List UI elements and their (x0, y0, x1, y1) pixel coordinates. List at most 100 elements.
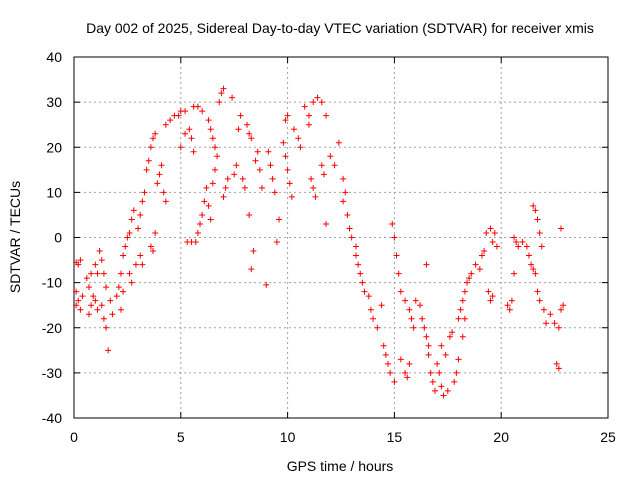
data-point (73, 302, 80, 309)
data-point (75, 261, 82, 268)
data-point (282, 117, 289, 124)
data-point (256, 166, 263, 173)
data-point (162, 121, 169, 128)
data-point (88, 302, 95, 309)
data-point (186, 126, 193, 133)
data-point (344, 211, 351, 218)
data-point (244, 121, 251, 128)
data-point (105, 347, 112, 354)
data-point (143, 166, 150, 173)
data-point (85, 284, 92, 291)
data-point (384, 360, 391, 367)
data-point (147, 243, 154, 250)
data-point (203, 184, 210, 191)
data-point (365, 293, 372, 300)
data-point (141, 189, 148, 196)
data-point (182, 108, 189, 115)
y-axis-label: SDTVAR / TECUs (7, 181, 23, 293)
data-point (147, 144, 154, 151)
data-point (472, 261, 479, 268)
data-point (117, 306, 124, 313)
data-point (158, 162, 165, 169)
y-tick-label: 0 (54, 230, 62, 246)
data-point (404, 374, 411, 381)
data-point (150, 248, 157, 255)
data-point (295, 135, 302, 142)
data-point (199, 108, 206, 115)
data-point (132, 261, 139, 268)
data-point (130, 207, 137, 214)
data-point (461, 315, 468, 322)
data-point (446, 333, 453, 340)
data-point (190, 148, 197, 155)
data-point (558, 225, 565, 232)
data-point (139, 198, 146, 205)
data-point (515, 243, 522, 250)
data-point (331, 162, 338, 169)
data-point (237, 112, 244, 119)
x-tick-label: 0 (70, 429, 78, 445)
data-point (103, 324, 110, 331)
chart-title: Day 002 of 2025, Sidereal Day-to-day VTE… (86, 20, 594, 36)
data-point (555, 324, 562, 331)
data-point (487, 225, 494, 232)
data-point (340, 175, 347, 182)
data-point (406, 360, 413, 367)
data-point (528, 261, 535, 268)
data-point (94, 270, 101, 277)
data-point (425, 351, 432, 358)
data-point (438, 342, 445, 349)
data-point (308, 175, 315, 182)
x-axis-label: GPS time / hours (287, 458, 394, 474)
data-points (73, 85, 567, 399)
x-tick-label: 20 (493, 429, 509, 445)
data-point (246, 211, 253, 218)
data-point (269, 175, 276, 182)
data-point (310, 184, 317, 191)
y-tick-label: 30 (46, 94, 62, 110)
data-point (314, 94, 321, 101)
data-point (483, 229, 490, 236)
data-point (154, 180, 161, 187)
data-point (231, 171, 238, 178)
data-point (241, 184, 248, 191)
data-point (387, 369, 394, 376)
data-point (555, 365, 562, 372)
data-point (120, 288, 127, 295)
axis-ticks: 0 5 10 15 20 25 -40 -30 -20 -10 0 10 20 30 40 (42, 49, 616, 445)
data-point (508, 297, 515, 304)
data-point (327, 153, 334, 160)
data-point (318, 162, 325, 169)
data-point (485, 288, 492, 295)
data-point (393, 252, 400, 259)
data-point (534, 288, 541, 295)
data-point (115, 284, 122, 291)
data-point (449, 329, 456, 336)
data-point (94, 306, 101, 313)
y-tick-label: -20 (42, 320, 62, 336)
data-point (122, 243, 129, 250)
data-point (107, 297, 114, 304)
data-point (167, 117, 174, 124)
data-point (288, 193, 295, 200)
data-point (239, 175, 246, 182)
data-point (511, 270, 518, 277)
data-point (265, 148, 272, 155)
data-point (425, 342, 432, 349)
data-point (534, 216, 541, 223)
data-point (359, 279, 366, 286)
data-point (222, 184, 229, 191)
data-point (481, 248, 488, 255)
grid (74, 57, 608, 418)
data-point (194, 229, 201, 236)
data-point (335, 139, 342, 146)
data-point (205, 117, 212, 124)
y-tick-label: -10 (42, 275, 62, 291)
data-point (162, 198, 169, 205)
data-point (224, 175, 231, 182)
data-point (346, 225, 353, 232)
data-point (126, 270, 133, 277)
data-point (493, 243, 500, 250)
data-point (312, 193, 319, 200)
